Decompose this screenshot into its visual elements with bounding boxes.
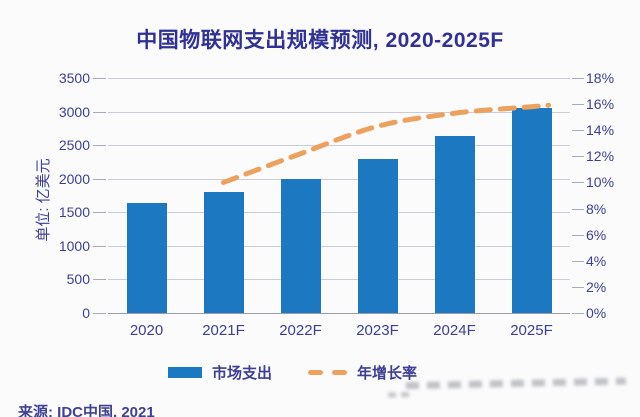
left-axis-tick [93, 145, 106, 147]
source-note: 来源: IDC中国, 2021 [18, 404, 155, 417]
x-axis: 2020 2021F 2022F 2023F 2024F 2025F [108, 322, 570, 339]
legend: 市场支出 年增长率 [168, 362, 417, 383]
left-axis-tick-label: 1500 [58, 204, 90, 221]
right-axis-tick-label: 14% [586, 122, 615, 139]
right-axis-tick-label: 10% [586, 174, 615, 191]
left-axis-tick [93, 78, 106, 79]
bar-2024F [434, 136, 475, 313]
right-axis-tick [572, 130, 584, 132]
left-axis-tick-label: 3500 [58, 70, 90, 86]
bar-series [108, 78, 570, 313]
left-axis-tick-label: 1000 [58, 237, 90, 254]
right-axis-tick [572, 286, 584, 288]
right-axis-tick-label: 2% [586, 278, 607, 295]
growth-line-layer [221, 102, 551, 185]
left-axis-tick [93, 245, 106, 247]
legend-dash-icon [332, 370, 348, 375]
bar-2021F [203, 192, 244, 313]
bar-2022F [280, 178, 321, 313]
gridline [108, 178, 570, 180]
x-axis-label: 2024F [433, 322, 476, 339]
bar-2023F [357, 158, 398, 313]
legend-line-swatch [308, 370, 348, 375]
right-axis-tick [572, 208, 584, 210]
right-axis-tick-label: 6% [586, 226, 607, 243]
gridline [108, 313, 570, 314]
legend-line-label: 年增长率 [357, 365, 418, 382]
right-axis-tick [572, 313, 584, 314]
bar-2020 [126, 202, 167, 313]
bar-2025F [511, 108, 552, 313]
right-axis-tick-label: 4% [586, 252, 607, 269]
gridline [108, 145, 570, 147]
right-axis-tick-label: 12% [586, 148, 615, 165]
gridline [108, 111, 570, 113]
watermark [388, 375, 632, 400]
gridline [108, 212, 570, 214]
left-axis-tick-label: 0 [82, 305, 90, 321]
right-axis-tick [572, 182, 584, 184]
x-axis-label: 2023F [356, 322, 399, 339]
growth-line [221, 102, 551, 185]
left-axis-tick [93, 111, 106, 113]
left-axis-tick [93, 279, 106, 281]
right-axis-tick [572, 260, 584, 262]
x-axis-label: 2021F [202, 322, 245, 339]
plot-area [108, 78, 570, 314]
x-axis-label: 2020 [129, 322, 164, 339]
watermark-smudge [388, 392, 415, 398]
legend-bar-swatch [168, 367, 202, 378]
left-axis-tick [93, 313, 106, 314]
gridline [108, 245, 570, 247]
right-axis-tick-label: 8% [586, 200, 607, 217]
left-axis-tick-label: 2000 [58, 170, 90, 187]
left-axis-tick-label: 3000 [58, 103, 90, 120]
legend-bar-label: 市场支出 [212, 365, 273, 382]
right-axis-tick-label: 0% [586, 305, 607, 321]
left-axis-tick-label: 500 [66, 271, 90, 288]
right-axis-tick-label: 18% [586, 70, 615, 86]
x-axis-label: 2025F [510, 322, 553, 339]
watermark-smudge [405, 377, 626, 390]
left-axis-tick [93, 178, 106, 180]
gridline [108, 279, 570, 281]
right-axis-tick [572, 234, 584, 236]
legend-dash-icon [308, 370, 324, 375]
x-axis-label: 2022F [279, 322, 322, 339]
right-axis-tick [572, 156, 584, 158]
gridline [108, 78, 570, 79]
left-axis-tick [93, 212, 106, 214]
right-axis-tick-label: 16% [586, 96, 615, 113]
right-axis-tick [572, 78, 584, 79]
left-axis-tick-label: 2500 [58, 137, 90, 154]
right-axis-tick [572, 104, 584, 106]
chart-title: 中国物联网支出规模预测, 2020-2025F [136, 29, 504, 52]
